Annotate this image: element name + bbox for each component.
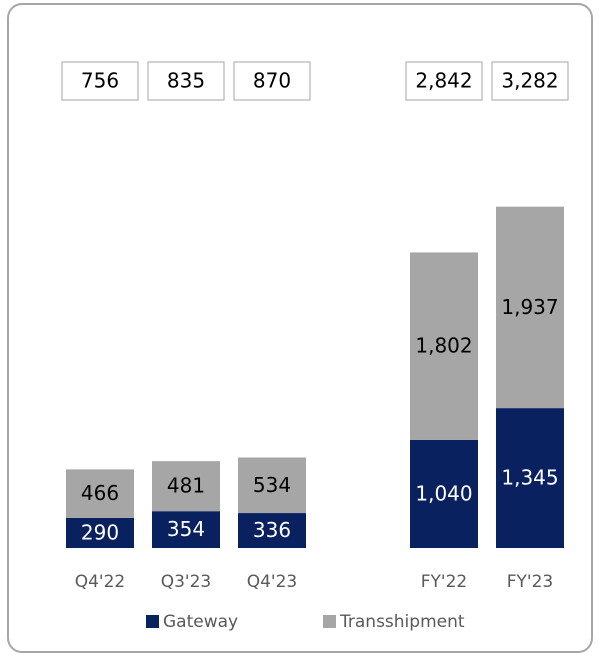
total-label: 835 bbox=[167, 69, 205, 93]
legend-label: Gateway bbox=[163, 612, 238, 632]
legend-label: Transshipment bbox=[339, 612, 465, 632]
value-label: 354 bbox=[167, 517, 205, 541]
total-label: 2,842 bbox=[415, 69, 472, 93]
total-box bbox=[405, 61, 483, 101]
value-label: 1,802 bbox=[415, 334, 472, 358]
bar-segment bbox=[66, 517, 134, 548]
total-box bbox=[147, 61, 225, 101]
bar-segment bbox=[238, 457, 306, 514]
x-tick-label: FY'22 bbox=[421, 572, 467, 592]
x-tick-label: FY'23 bbox=[507, 572, 553, 592]
total-label: 870 bbox=[253, 69, 291, 93]
total-box bbox=[233, 61, 311, 101]
legend-swatch bbox=[146, 615, 159, 628]
value-label: 481 bbox=[167, 474, 205, 498]
value-label: 1,937 bbox=[501, 295, 558, 319]
value-label: 336 bbox=[253, 518, 291, 542]
legend-swatch bbox=[323, 615, 336, 628]
value-label: 290 bbox=[81, 520, 119, 544]
value-label: 1,040 bbox=[415, 481, 472, 505]
bar-segment bbox=[410, 439, 478, 548]
total-label: 3,282 bbox=[501, 69, 558, 93]
bar-segment bbox=[152, 461, 220, 512]
value-label: 1,345 bbox=[501, 466, 558, 490]
bar-segment bbox=[152, 511, 220, 548]
value-label: 466 bbox=[81, 481, 119, 505]
bar-segment bbox=[496, 206, 564, 409]
total-box bbox=[491, 61, 569, 101]
x-tick-label: Q4'23 bbox=[247, 572, 298, 592]
bar-segment bbox=[238, 513, 306, 548]
x-tick-label: Q4'22 bbox=[75, 572, 126, 592]
value-label: 534 bbox=[253, 473, 291, 497]
bar-segment bbox=[496, 408, 564, 548]
x-tick-label: Q3'23 bbox=[161, 572, 212, 592]
total-box bbox=[61, 61, 139, 101]
total-label: 756 bbox=[81, 69, 119, 93]
bar-segment bbox=[66, 469, 134, 518]
bar-segment bbox=[410, 252, 478, 440]
